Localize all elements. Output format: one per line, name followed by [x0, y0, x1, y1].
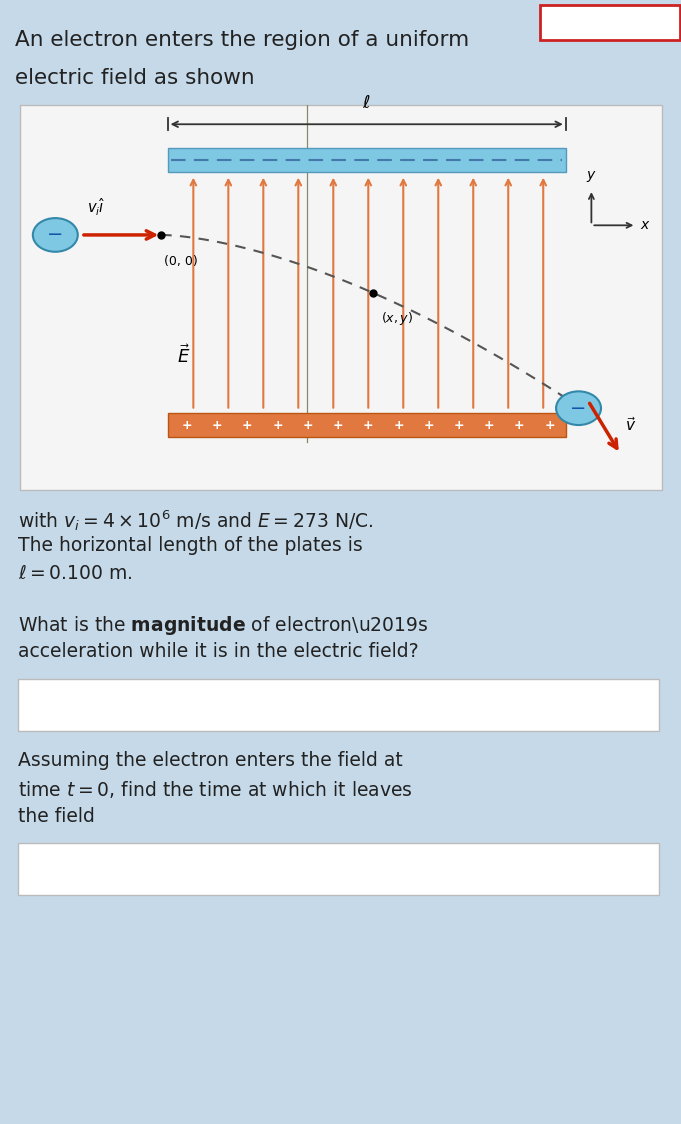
Text: $\ell$: $\ell$ — [362, 94, 371, 112]
Text: $\ell = 0.100$ m.: $\ell = 0.100$ m. — [18, 564, 133, 583]
Text: $(x, y)$: $(x, y)$ — [381, 310, 413, 327]
Text: $v_i\hat{\imath}$: $v_i\hat{\imath}$ — [87, 197, 106, 218]
Text: time $t = 0$, find the time at which it leaves: time $t = 0$, find the time at which it … — [18, 779, 413, 800]
Text: What is the $\mathbf{magnitude}$ of electron\u2019s: What is the $\mathbf{magnitude}$ of elec… — [18, 615, 428, 637]
Text: (0, 0): (0, 0) — [164, 255, 198, 269]
Text: +: + — [484, 418, 494, 432]
Text: +: + — [333, 418, 343, 432]
Bar — [168, 413, 566, 437]
Text: the field: the field — [18, 807, 95, 826]
Text: +: + — [424, 418, 434, 432]
Text: $x$: $x$ — [639, 218, 650, 233]
Text: +: + — [454, 418, 464, 432]
Text: +: + — [212, 418, 223, 432]
Text: +: + — [272, 418, 283, 432]
Bar — [18, 843, 659, 895]
Bar — [18, 679, 659, 731]
Bar — [20, 105, 662, 490]
Text: The horizontal length of the plates is: The horizontal length of the plates is — [18, 536, 363, 555]
Bar — [168, 148, 566, 172]
Text: +: + — [302, 418, 313, 432]
Circle shape — [556, 391, 601, 425]
Text: −: − — [571, 399, 587, 418]
Text: +: + — [393, 418, 404, 432]
Text: +: + — [182, 418, 192, 432]
Text: +: + — [514, 418, 525, 432]
Text: +: + — [242, 418, 253, 432]
Text: +: + — [544, 418, 555, 432]
Bar — [540, 4, 680, 40]
Text: Assuming the electron enters the field at: Assuming the electron enters the field a… — [18, 751, 402, 770]
Text: −: − — [47, 226, 63, 244]
Circle shape — [33, 218, 78, 252]
Text: electric field as shown: electric field as shown — [15, 67, 255, 88]
Text: An electron enters the region of a uniform: An electron enters the region of a unifo… — [15, 30, 469, 49]
Text: $\vec{v}$: $\vec{v}$ — [624, 416, 636, 434]
Text: $\vec{E}$: $\vec{E}$ — [177, 344, 191, 366]
Text: $y$: $y$ — [586, 170, 597, 184]
Text: acceleration while it is in the electric field?: acceleration while it is in the electric… — [18, 643, 419, 661]
Text: with $v_i = 4 \times 10^6$ m/s and $E = 273$ N/C.: with $v_i = 4 \times 10^6$ m/s and $E = … — [18, 508, 373, 533]
Text: +: + — [363, 418, 374, 432]
